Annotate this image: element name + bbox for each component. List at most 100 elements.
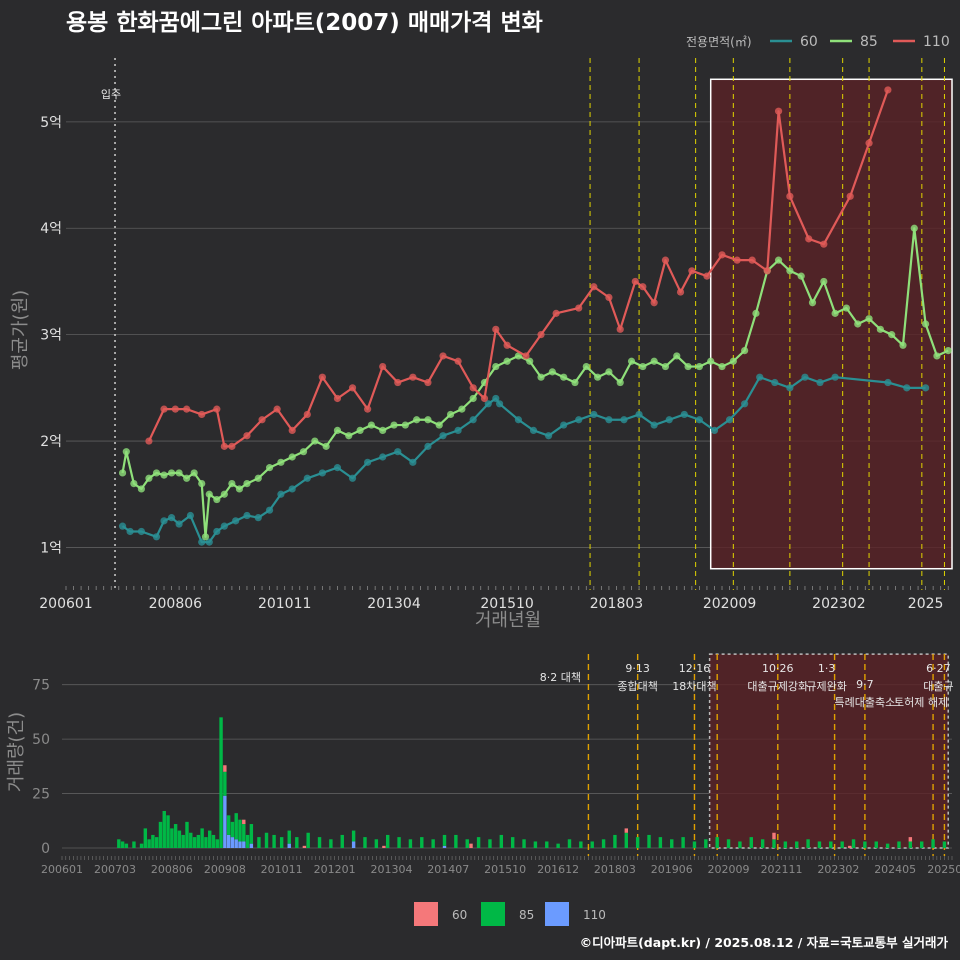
volume-bar-85 bbox=[590, 841, 594, 848]
data-point bbox=[703, 272, 711, 280]
data-point bbox=[311, 437, 319, 445]
data-point bbox=[605, 293, 613, 301]
data-point bbox=[458, 405, 466, 413]
volume-bar-85 bbox=[238, 819, 242, 842]
event-date: 9·7 bbox=[856, 678, 874, 691]
data-point bbox=[820, 240, 828, 248]
data-point bbox=[254, 514, 262, 522]
data-point bbox=[186, 511, 195, 520]
volume-bar-85 bbox=[351, 830, 356, 842]
data-point bbox=[884, 378, 892, 387]
data-point bbox=[220, 522, 228, 530]
data-point bbox=[201, 533, 210, 541]
data-point bbox=[356, 426, 364, 434]
data-point bbox=[258, 416, 266, 424]
volume-bar-85 bbox=[658, 837, 663, 848]
series-60 bbox=[118, 373, 930, 546]
legend-label-110: 110 bbox=[923, 34, 950, 50]
volume-bar-85 bbox=[173, 824, 178, 848]
volume-bar-85 bbox=[242, 824, 246, 842]
event-label: 대출규제강화 bbox=[747, 680, 808, 693]
data-point bbox=[661, 256, 670, 264]
data-point bbox=[220, 490, 228, 498]
data-point bbox=[774, 107, 783, 115]
data-point bbox=[922, 320, 930, 328]
data-point bbox=[183, 474, 191, 482]
data-point bbox=[695, 416, 703, 424]
volume-bar-85 bbox=[234, 813, 238, 840]
volume-bar-85 bbox=[420, 837, 424, 848]
data-point bbox=[205, 538, 213, 546]
data-point bbox=[379, 453, 387, 461]
data-point bbox=[318, 469, 326, 477]
data-point bbox=[741, 347, 749, 355]
volume-bar-85 bbox=[139, 843, 144, 848]
data-point bbox=[865, 139, 873, 147]
data-point bbox=[409, 458, 417, 466]
data-point bbox=[213, 405, 221, 413]
volume-bar-110 bbox=[442, 845, 447, 848]
data-point bbox=[160, 517, 168, 525]
data-point bbox=[228, 442, 236, 450]
data-point bbox=[616, 378, 624, 387]
data-point bbox=[409, 373, 417, 381]
volume-bar-85 bbox=[200, 828, 204, 848]
data-point bbox=[175, 469, 183, 477]
volume-bar-85 bbox=[374, 839, 379, 848]
data-point bbox=[439, 432, 447, 440]
y-tick-label: 1억 bbox=[40, 540, 62, 556]
data-point bbox=[213, 495, 221, 504]
volume-bar-85 bbox=[897, 841, 901, 848]
data-point bbox=[364, 405, 372, 413]
volume-bar-85 bbox=[692, 841, 697, 848]
volume-bar-85 bbox=[772, 839, 776, 848]
volume-y-axis-label: 거래량(건) bbox=[6, 712, 27, 792]
volume-bar-85 bbox=[272, 834, 276, 848]
data-point bbox=[763, 267, 771, 275]
volume-bar-110 bbox=[223, 795, 227, 848]
data-point bbox=[575, 304, 583, 312]
data-point bbox=[650, 357, 658, 365]
data-point bbox=[243, 480, 251, 488]
data-point bbox=[220, 442, 228, 450]
data-point bbox=[842, 304, 851, 312]
legend-title: 전용면적(㎡) bbox=[686, 35, 752, 49]
volume-bar-85 bbox=[510, 837, 515, 848]
data-point bbox=[243, 511, 251, 520]
data-point bbox=[492, 394, 500, 403]
data-point bbox=[526, 357, 534, 365]
volume-bar-85 bbox=[726, 839, 731, 848]
data-point bbox=[661, 362, 670, 371]
data-point bbox=[922, 384, 930, 392]
data-point bbox=[831, 373, 839, 381]
data-point bbox=[348, 474, 357, 482]
data-point bbox=[816, 378, 824, 387]
data-point bbox=[594, 373, 602, 381]
volume-bar-85 bbox=[219, 717, 223, 848]
volume-bar-85 bbox=[317, 837, 322, 848]
event-label: 18차대책 bbox=[672, 680, 716, 693]
volume-bar-85 bbox=[647, 834, 651, 848]
data-point bbox=[288, 485, 296, 493]
volume-bar-85 bbox=[442, 834, 447, 846]
volume-bar-85 bbox=[454, 834, 458, 848]
volume-bar-85 bbox=[207, 830, 212, 848]
event-date: 9·13 bbox=[625, 662, 650, 675]
volume-bar-85 bbox=[177, 830, 182, 848]
data-point bbox=[707, 357, 715, 365]
volume-bar-85 bbox=[431, 839, 435, 848]
volume-bar-85 bbox=[488, 839, 492, 848]
volume-bar-85 bbox=[465, 839, 469, 848]
volume-bar-85 bbox=[738, 841, 742, 848]
data-point bbox=[492, 325, 500, 333]
volume-x-tick: 202111 bbox=[761, 863, 803, 876]
data-point bbox=[522, 352, 530, 360]
volume-bar-60 bbox=[908, 837, 913, 842]
data-point bbox=[820, 277, 828, 286]
bottom-legend: 60 85 110 bbox=[414, 902, 606, 926]
volume-x-tick: 201612 bbox=[537, 863, 579, 876]
y-tick-label: 5억 bbox=[40, 115, 62, 131]
data-point bbox=[379, 362, 387, 371]
volume-bar-85 bbox=[120, 841, 125, 848]
data-point bbox=[333, 464, 342, 472]
